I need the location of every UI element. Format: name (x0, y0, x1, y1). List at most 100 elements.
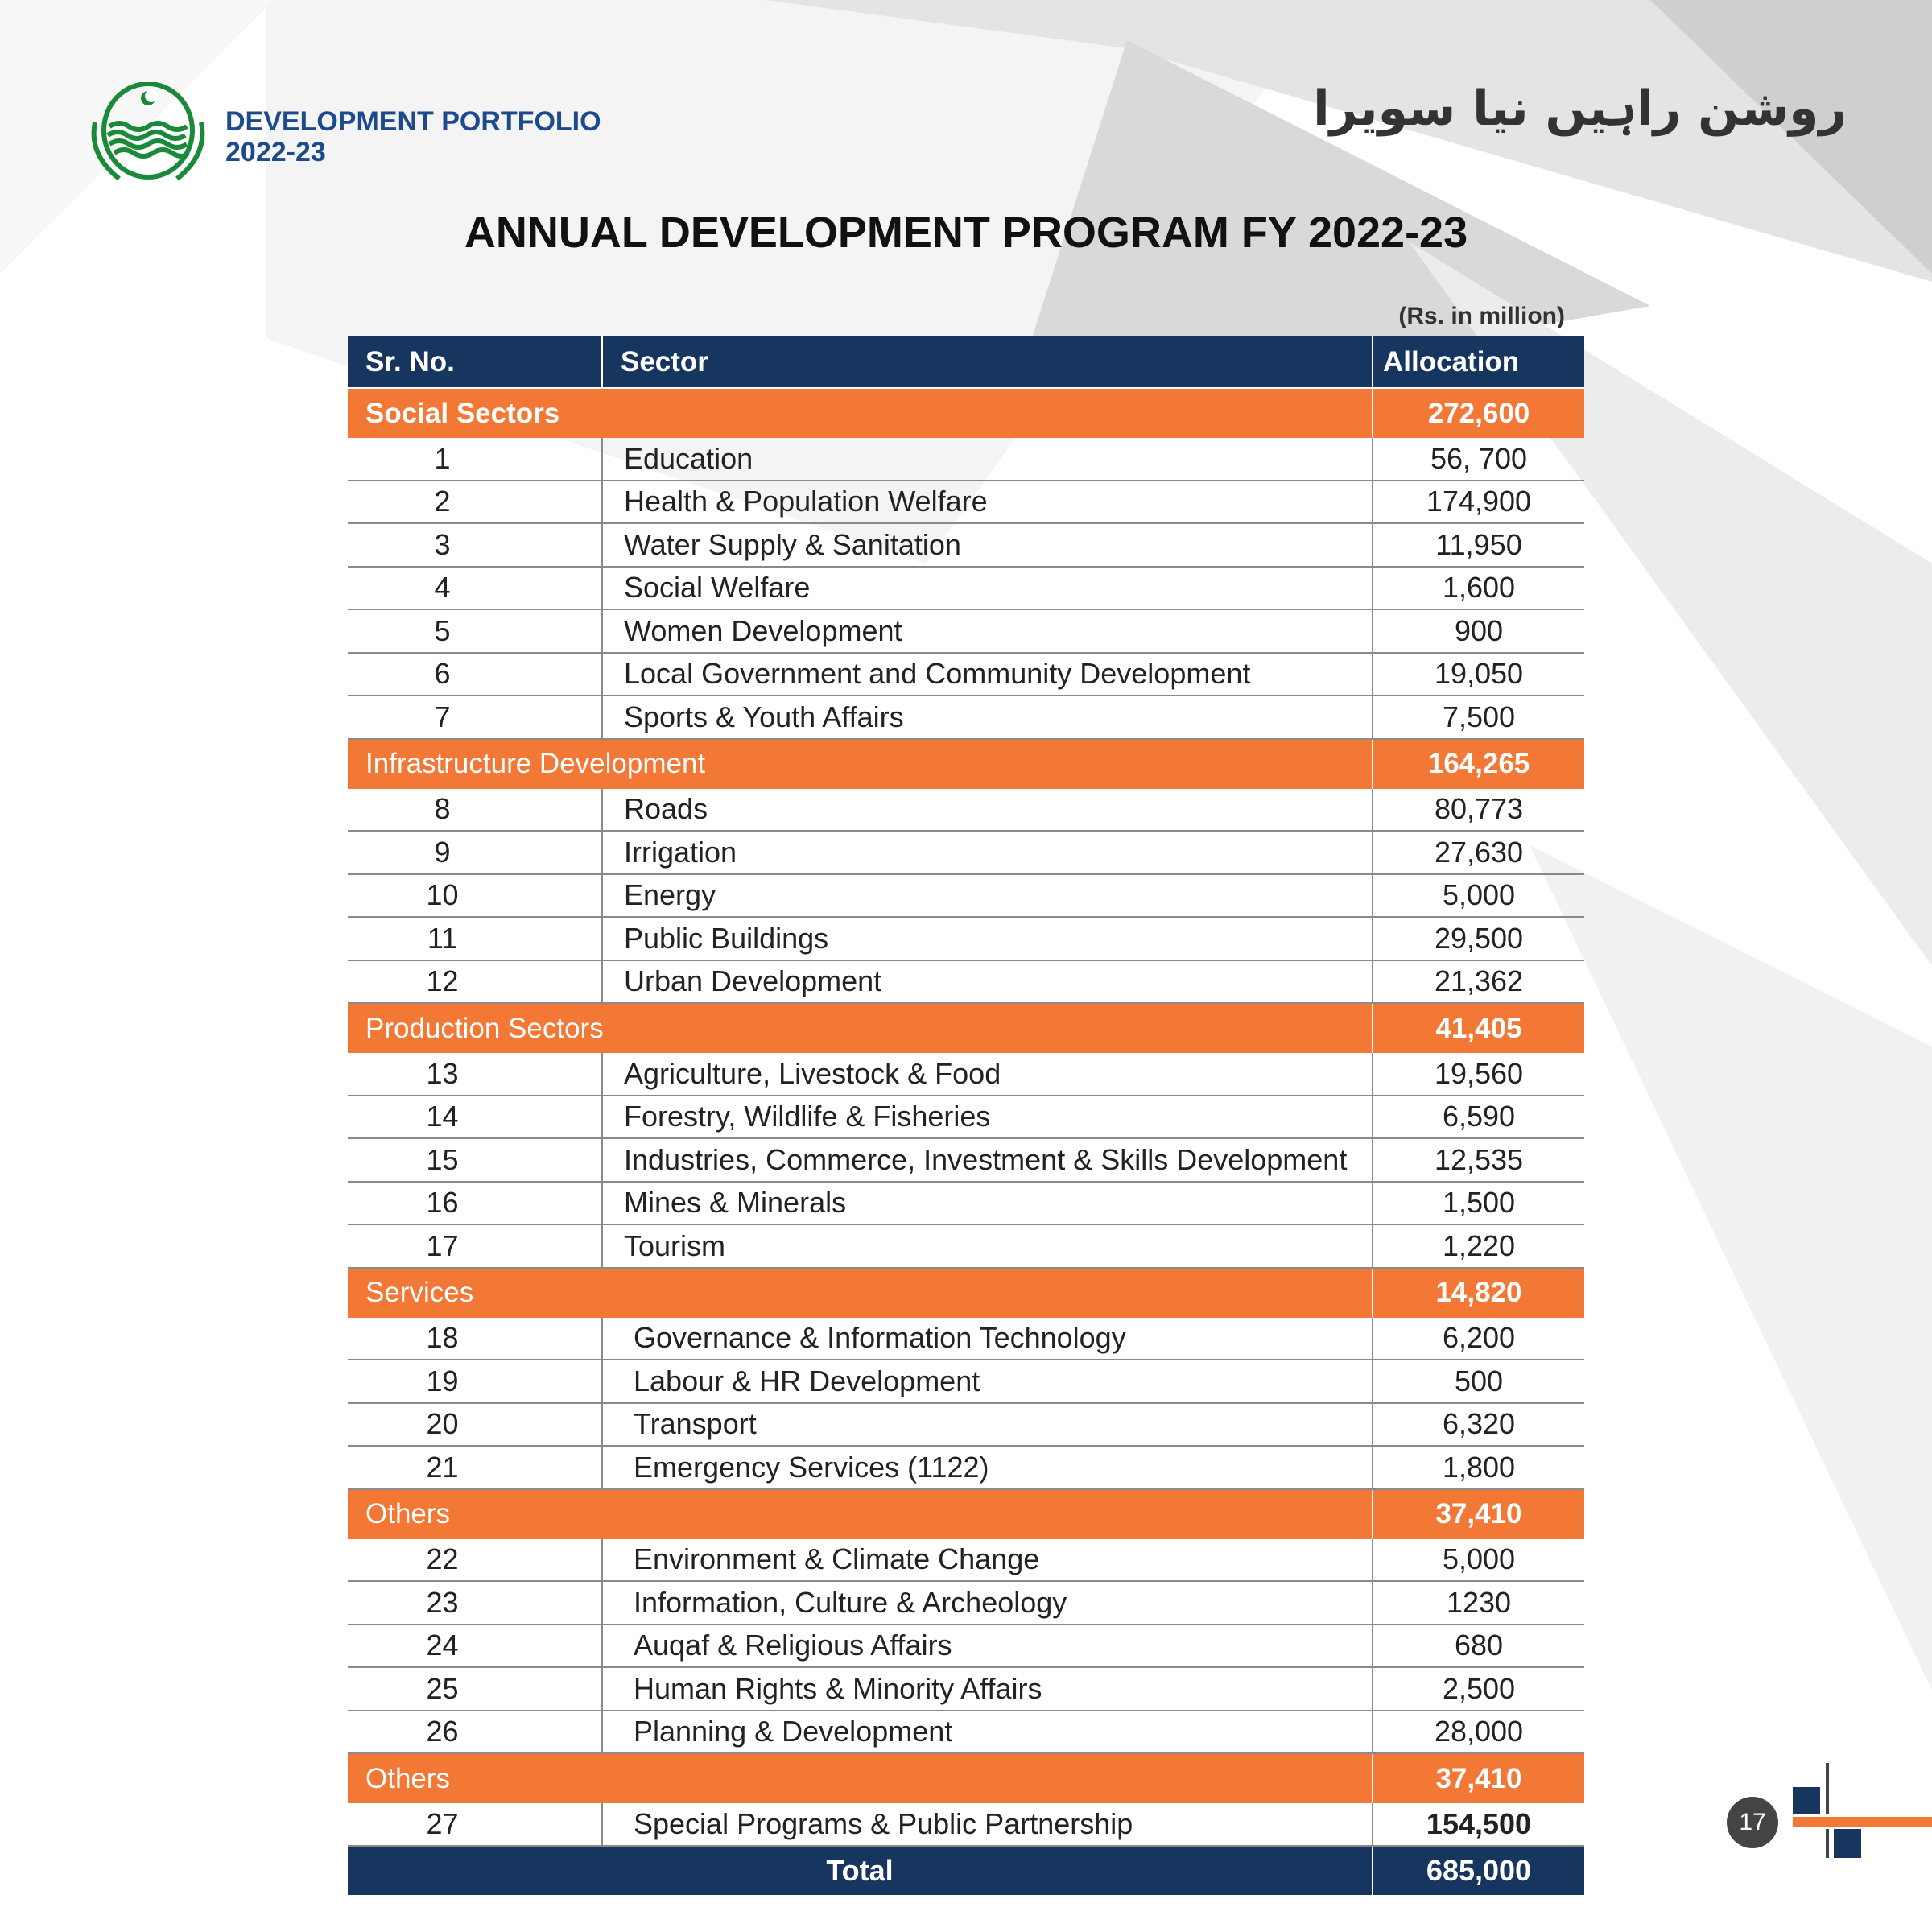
sr-no: 9 (348, 831, 602, 875)
table-row: 14 Forestry, Wildlife & Fisheries 6,590 (348, 1095, 1584, 1139)
sr-no: 2 (348, 480, 602, 524)
sector-name: Education (601, 438, 1373, 481)
allocation: 1,500 (1373, 1181, 1584, 1225)
allocation: 6,590 (1373, 1095, 1584, 1139)
sr-no: 19 (348, 1360, 602, 1404)
sector-name: Auqaf & Religious Affairs (601, 1624, 1373, 1668)
sector-name: Special Programs & Public Partnership (601, 1803, 1373, 1847)
sr-no: 7 (348, 696, 602, 740)
sector-name: Social Welfare (601, 566, 1373, 610)
allocation: 680 (1373, 1624, 1584, 1668)
sector-name: Urban Development (601, 960, 1373, 1004)
table-row: 3 Water Supply & Sanitation 11,950 (348, 523, 1584, 568)
sector-name: Transport (601, 1402, 1373, 1447)
sector-name: Local Government and Community Developme… (601, 652, 1373, 696)
table-row: 2 Health & Population Welfare 174,900 (348, 480, 1584, 524)
sector-name: Roads (601, 788, 1373, 832)
allocation: 5,000 (1373, 873, 1584, 918)
sr-no: 20 (348, 1402, 602, 1447)
total-label: Total (348, 1845, 1373, 1895)
sector-name: Planning & Development (601, 1710, 1373, 1754)
urdu-tagline: روشن راہیں نیا سویرا (1313, 80, 1847, 137)
sr-no: 13 (348, 1053, 602, 1096)
allocation: 1,800 (1373, 1446, 1584, 1490)
sector-name: Environment & Climate Change (601, 1538, 1373, 1582)
allocation: 1,600 (1373, 566, 1584, 610)
allocation: 12,535 (1373, 1138, 1584, 1183)
sr-no: 27 (348, 1803, 602, 1847)
table-row: 23 Information, Culture & Archeology 1230 (348, 1581, 1584, 1625)
sector-name: Agriculture, Livestock & Food (601, 1053, 1373, 1096)
sector-name: Emergency Services (1122) (601, 1446, 1373, 1490)
sr-no: 14 (348, 1095, 602, 1139)
sr-no: 25 (348, 1667, 602, 1711)
allocation: 28,000 (1373, 1710, 1584, 1754)
sector-name: Forestry, Wildlife & Fisheries (601, 1095, 1373, 1139)
brand-title: DEVELOPMENT PORTFOLIO 2022-23 (225, 106, 601, 167)
unit-note: (Rs. in million) (1398, 303, 1565, 329)
sr-no: 6 (348, 652, 602, 696)
category-row: Infrastructure Development 164,265 (348, 737, 1584, 789)
allocation: 29,500 (1373, 917, 1584, 961)
sector-name: Energy (601, 873, 1373, 918)
table-row: 16 Mines & Minerals 1,500 (348, 1181, 1584, 1225)
category-row: Others 37,410 (348, 1488, 1584, 1539)
category-total: 37,410 (1372, 1752, 1584, 1803)
sector-name: Tourism (601, 1224, 1373, 1269)
category-row: Others 37,410 (348, 1752, 1584, 1803)
brand-line-2: 2022-23 (225, 137, 326, 167)
sr-no: 23 (348, 1581, 602, 1625)
allocation: 11,950 (1373, 523, 1584, 568)
sr-no: 11 (348, 917, 602, 961)
sr-no: 8 (348, 788, 602, 832)
category-label: Services (348, 1266, 1373, 1318)
table-row: 6 Local Government and Community Developm… (348, 652, 1584, 696)
table-row: 27 Special Programs & Public Partnership 1… (348, 1803, 1584, 1847)
sector-name: Governance & Information Technology (601, 1317, 1373, 1360)
table-row: 21 Emergency Services (1122) 1,800 (348, 1446, 1584, 1490)
allocation: 1,220 (1373, 1224, 1584, 1269)
table-row: 10 Energy 5,000 (348, 873, 1584, 918)
allocation: 174,900 (1373, 480, 1584, 524)
allocation: 56, 700 (1373, 438, 1584, 481)
category-label: Social Sectors (348, 387, 1373, 438)
allocation: 2,500 (1373, 1667, 1584, 1711)
category-row: Social Sectors 272,600 (348, 387, 1584, 438)
sr-no: 24 (348, 1624, 602, 1668)
allocation: 19,050 (1373, 652, 1584, 696)
sector-name: Labour & HR Development (601, 1360, 1373, 1404)
sr-no: 17 (348, 1224, 602, 1269)
category-total: 272,600 (1372, 387, 1584, 438)
table-row: 24 Auqaf & Religious Affairs 680 (348, 1624, 1584, 1668)
sector-name: Irrigation (601, 831, 1373, 875)
page-title: ANNUAL DEVELOPMENT PROGRAM FY 2022-23 (464, 208, 1468, 257)
sr-no: 1 (348, 438, 602, 481)
sector-name: Water Supply & Sanitation (601, 523, 1373, 568)
allocation: 1230 (1373, 1581, 1584, 1625)
sector-name: Women Development (601, 609, 1373, 654)
table-row: 20 Transport 6,320 (348, 1402, 1584, 1447)
category-row: Services 14,820 (348, 1266, 1584, 1318)
category-total: 41,405 (1372, 1002, 1584, 1053)
sr-no: 16 (348, 1181, 602, 1225)
sector-name: Health & Population Welfare (601, 480, 1373, 524)
table-row: 19 Labour & HR Development 500 (348, 1360, 1584, 1404)
allocation: 6,200 (1373, 1317, 1584, 1360)
allocation: 21,362 (1373, 960, 1584, 1004)
sr-no: 26 (348, 1710, 602, 1754)
table-row: 4 Social Welfare 1,600 (348, 566, 1584, 610)
category-label: Infrastructure Development (348, 737, 1373, 789)
table-row: 26 Planning & Development 28,000 (348, 1710, 1584, 1754)
table-header: Sr. No. Sector Allocation (348, 336, 1584, 388)
sr-no: 15 (348, 1138, 602, 1183)
header-sector: Sector (602, 336, 1373, 388)
sr-no: 21 (348, 1446, 602, 1490)
total-value: 685,000 (1372, 1845, 1584, 1895)
table-row: 7 Sports & Youth Affairs 7,500 (348, 696, 1584, 740)
allocation: 154,500 (1373, 1803, 1584, 1847)
table-row: 13 Agriculture, Livestock & Food 19,560 (348, 1053, 1584, 1096)
allocation: 900 (1373, 609, 1584, 654)
sr-no: 18 (348, 1317, 602, 1360)
allocation: 19,560 (1373, 1053, 1584, 1096)
sr-no: 5 (348, 609, 602, 654)
